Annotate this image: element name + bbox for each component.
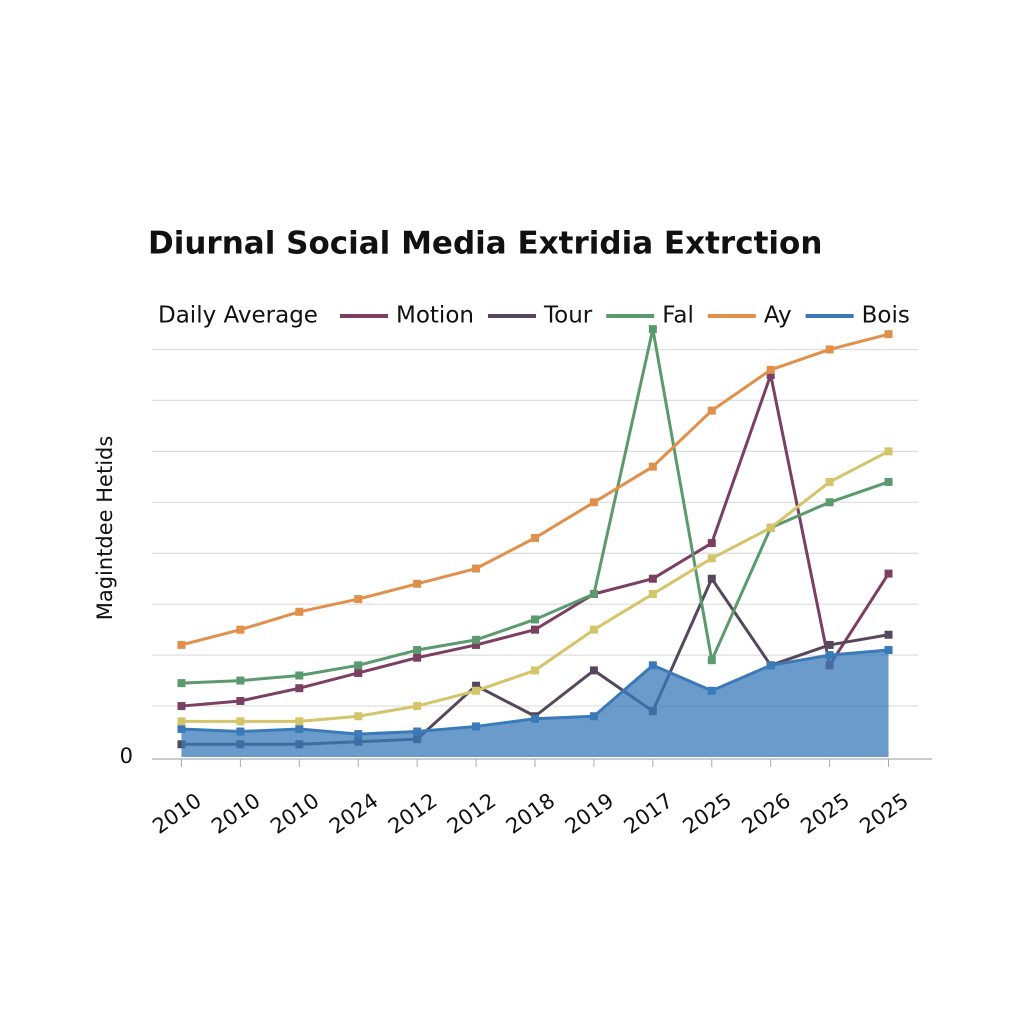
marker <box>766 370 775 379</box>
marker <box>707 656 716 665</box>
marker <box>707 686 716 695</box>
marker <box>531 666 539 675</box>
marker <box>354 661 363 670</box>
x-tick-label: 2025 <box>796 788 854 838</box>
marker <box>413 727 422 736</box>
marker <box>472 681 481 690</box>
marker <box>531 714 539 723</box>
y-axis-label: Magintdee Hetids <box>93 436 117 621</box>
x-tick-label: 2010 <box>266 788 324 838</box>
marker <box>236 717 245 726</box>
marker <box>648 462 657 471</box>
marker <box>648 574 657 583</box>
marker <box>354 668 363 677</box>
marker <box>295 684 304 693</box>
marker <box>884 646 893 655</box>
x-tick-label: 2012 <box>443 788 501 838</box>
marker <box>472 635 481 644</box>
marker <box>589 666 598 675</box>
marker <box>354 595 363 604</box>
marker <box>648 325 657 334</box>
marker <box>825 345 834 354</box>
marker <box>177 724 186 733</box>
marker <box>707 574 716 583</box>
marker <box>589 589 598 598</box>
x-tick-label: 2026 <box>737 788 795 838</box>
x-tick-label: 2019 <box>561 788 619 838</box>
marker <box>177 702 186 711</box>
marker <box>531 533 539 542</box>
marker <box>707 539 716 548</box>
marker <box>884 330 893 339</box>
line <box>181 332 889 647</box>
marker <box>354 730 363 739</box>
x-tick-label: 2018 <box>502 788 560 838</box>
marker <box>825 640 834 649</box>
marker <box>295 671 304 680</box>
marker <box>177 679 186 688</box>
marker <box>236 625 245 634</box>
legend-label: Tour <box>543 303 593 329</box>
marker <box>295 724 304 733</box>
marker <box>236 696 245 705</box>
legend-label: Bois <box>862 303 910 329</box>
marker <box>825 651 834 660</box>
marker <box>413 702 422 711</box>
marker <box>589 625 598 634</box>
marker <box>884 569 893 578</box>
marker <box>531 625 539 634</box>
marker <box>295 717 304 726</box>
marker <box>177 717 186 726</box>
marker <box>354 712 363 721</box>
marker <box>177 640 186 649</box>
x-tick-label: 2012 <box>384 788 442 838</box>
area <box>181 650 889 757</box>
legend-label: Motion <box>396 303 474 329</box>
marker <box>295 607 304 616</box>
x-tick-label: 2025 <box>855 788 913 838</box>
marker <box>825 498 834 507</box>
marker <box>707 554 716 563</box>
marker <box>884 477 893 486</box>
marker <box>472 640 481 649</box>
legend-label: Fal <box>662 303 694 329</box>
y-tick-label: 0 <box>120 744 133 768</box>
marker <box>648 661 657 670</box>
x-tick-label: 2024 <box>325 788 383 838</box>
marker <box>472 722 481 731</box>
marker <box>472 564 481 573</box>
marker <box>472 686 481 695</box>
marker <box>648 589 657 598</box>
chart-title: Diurnal Social Media Extridia Extrction <box>148 226 822 262</box>
marker <box>589 498 598 507</box>
marker <box>413 653 422 662</box>
x-tick-label: 2010 <box>207 788 265 838</box>
x-tick-label: 2025 <box>679 788 737 838</box>
marker <box>766 365 775 374</box>
legend-label: Ay <box>764 303 792 329</box>
marker <box>766 661 775 670</box>
marker <box>413 646 422 655</box>
legend-title: Daily Average <box>158 303 318 329</box>
marker <box>707 406 716 415</box>
marker <box>589 712 598 721</box>
marker <box>884 447 893 456</box>
marker <box>766 523 775 532</box>
x-tick-label: 2010 <box>148 788 206 838</box>
marker <box>825 477 834 486</box>
marker <box>236 727 245 736</box>
marker <box>236 676 245 685</box>
marker <box>531 615 539 624</box>
marker <box>413 579 422 588</box>
marker <box>884 630 893 639</box>
x-tick-label: 2017 <box>620 788 678 838</box>
